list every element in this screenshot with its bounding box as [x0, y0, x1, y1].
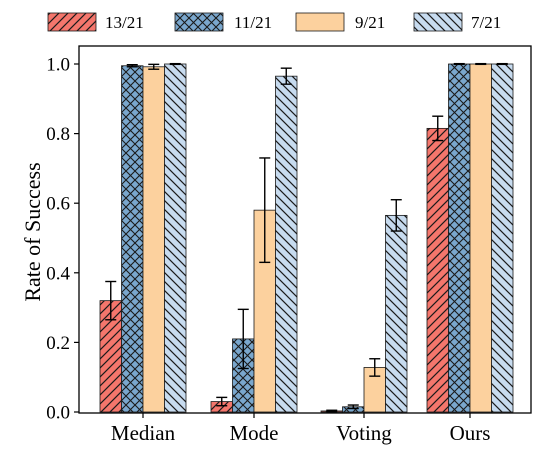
- error-bar-11/21-Ours: [453, 62, 465, 66]
- error-bar-9/21-Median: [148, 63, 160, 70]
- bar-9/21-Ours: [469, 63, 492, 413]
- legend-swatch: [413, 12, 463, 32]
- y-tick-label: 0.8: [46, 124, 70, 145]
- error-bar-11/21-Voting: [347, 404, 359, 410]
- y-tick-label: 1.0: [46, 55, 70, 76]
- y-tick-label: 0.6: [46, 194, 70, 215]
- y-tick-label: 0.4: [46, 263, 70, 284]
- legend-label: 9/21: [355, 13, 385, 32]
- y-axis-label: Rate of Success: [20, 162, 45, 301]
- bar-11/21-Ours: [448, 63, 471, 413]
- plot-frame: [78, 45, 532, 414]
- x-tick-label: Voting: [336, 421, 392, 445]
- error-bar-7/21-Voting: [390, 199, 402, 232]
- legend-label: 11/21: [234, 13, 272, 32]
- legend-item-9/21: 9/21: [295, 12, 385, 32]
- error-bar-7/21-Median: [169, 62, 181, 66]
- legend-item-7/21: 7/21: [413, 12, 501, 32]
- bar-9/21-Median: [142, 66, 165, 413]
- bar-7/21-Median: [164, 63, 187, 413]
- error-bar-13/21-Mode: [216, 396, 228, 407]
- legend-item-11/21: 11/21: [174, 12, 272, 32]
- x-tick-label: Median: [111, 421, 176, 445]
- x-tick-label: Ours: [450, 421, 491, 445]
- legend-swatch: [47, 12, 97, 32]
- error-bar-7/21-Mode: [280, 67, 292, 85]
- error-bar-7/21-Ours: [496, 62, 508, 66]
- legend-label: 13/21: [105, 13, 144, 32]
- error-bar-9/21-Ours: [475, 62, 487, 66]
- error-bar-11/21-Mode: [237, 308, 249, 370]
- bar-7/21-Ours: [491, 63, 514, 413]
- y-tick-label: 0.0: [46, 403, 70, 424]
- x-tick-label: Mode: [230, 421, 279, 445]
- legend-swatch: [295, 12, 345, 32]
- bars: [99, 63, 514, 413]
- axes: 0.0 0.2 0.4 0.6 0.8 1.0 Median Mode Voting Ours: [46, 45, 532, 445]
- error-bars: [105, 62, 508, 413]
- bar-13/21-Median: [99, 300, 122, 413]
- bar-7/21-Voting: [385, 214, 408, 413]
- bar-7/21-Mode: [275, 75, 298, 413]
- legend-label: 7/21: [471, 13, 501, 32]
- bar-13/21-Ours: [426, 127, 449, 413]
- error-bar-11/21-Median: [126, 63, 138, 68]
- bar-11/21-Median: [121, 65, 144, 413]
- legend: 13/21 11/21 9/21 7/21: [47, 12, 501, 32]
- error-bar-13/21-Ours: [432, 115, 444, 142]
- error-bar-9/21-Voting: [369, 358, 381, 377]
- legend-item-13/21: 13/21: [47, 12, 144, 32]
- error-bar-9/21-Mode: [259, 157, 271, 264]
- y-tick-label: 0.2: [46, 333, 70, 354]
- error-bar-13/21-Median: [105, 280, 117, 321]
- legend-swatch: [174, 12, 224, 32]
- error-bar-13/21-Voting: [326, 409, 338, 413]
